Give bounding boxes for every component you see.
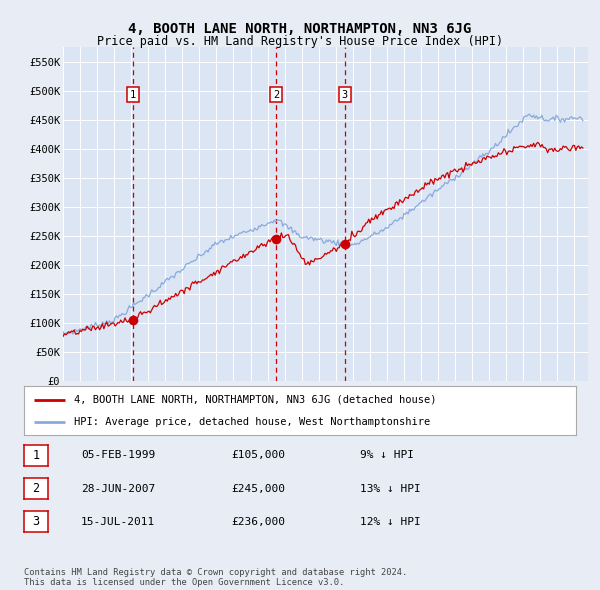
Text: Contains HM Land Registry data © Crown copyright and database right 2024.
This d: Contains HM Land Registry data © Crown c… [24, 568, 407, 587]
Text: Price paid vs. HM Land Registry's House Price Index (HPI): Price paid vs. HM Land Registry's House … [97, 35, 503, 48]
Text: 28-JUN-2007: 28-JUN-2007 [81, 484, 155, 493]
Text: 4, BOOTH LANE NORTH, NORTHAMPTON, NN3 6JG: 4, BOOTH LANE NORTH, NORTHAMPTON, NN3 6J… [128, 22, 472, 37]
Text: 13% ↓ HPI: 13% ↓ HPI [360, 484, 421, 493]
Text: 2: 2 [32, 482, 40, 495]
Text: 1: 1 [32, 449, 40, 462]
Text: 4, BOOTH LANE NORTH, NORTHAMPTON, NN3 6JG (detached house): 4, BOOTH LANE NORTH, NORTHAMPTON, NN3 6J… [74, 395, 436, 405]
Text: 9% ↓ HPI: 9% ↓ HPI [360, 451, 414, 460]
Text: 15-JUL-2011: 15-JUL-2011 [81, 517, 155, 526]
Text: 3: 3 [32, 515, 40, 528]
Text: HPI: Average price, detached house, West Northamptonshire: HPI: Average price, detached house, West… [74, 417, 430, 427]
Text: 05-FEB-1999: 05-FEB-1999 [81, 451, 155, 460]
Text: 12% ↓ HPI: 12% ↓ HPI [360, 517, 421, 526]
Text: 1: 1 [130, 90, 136, 100]
Text: 2: 2 [273, 90, 279, 100]
Text: 3: 3 [342, 90, 348, 100]
Text: £245,000: £245,000 [231, 484, 285, 493]
Text: £236,000: £236,000 [231, 517, 285, 526]
Text: £105,000: £105,000 [231, 451, 285, 460]
